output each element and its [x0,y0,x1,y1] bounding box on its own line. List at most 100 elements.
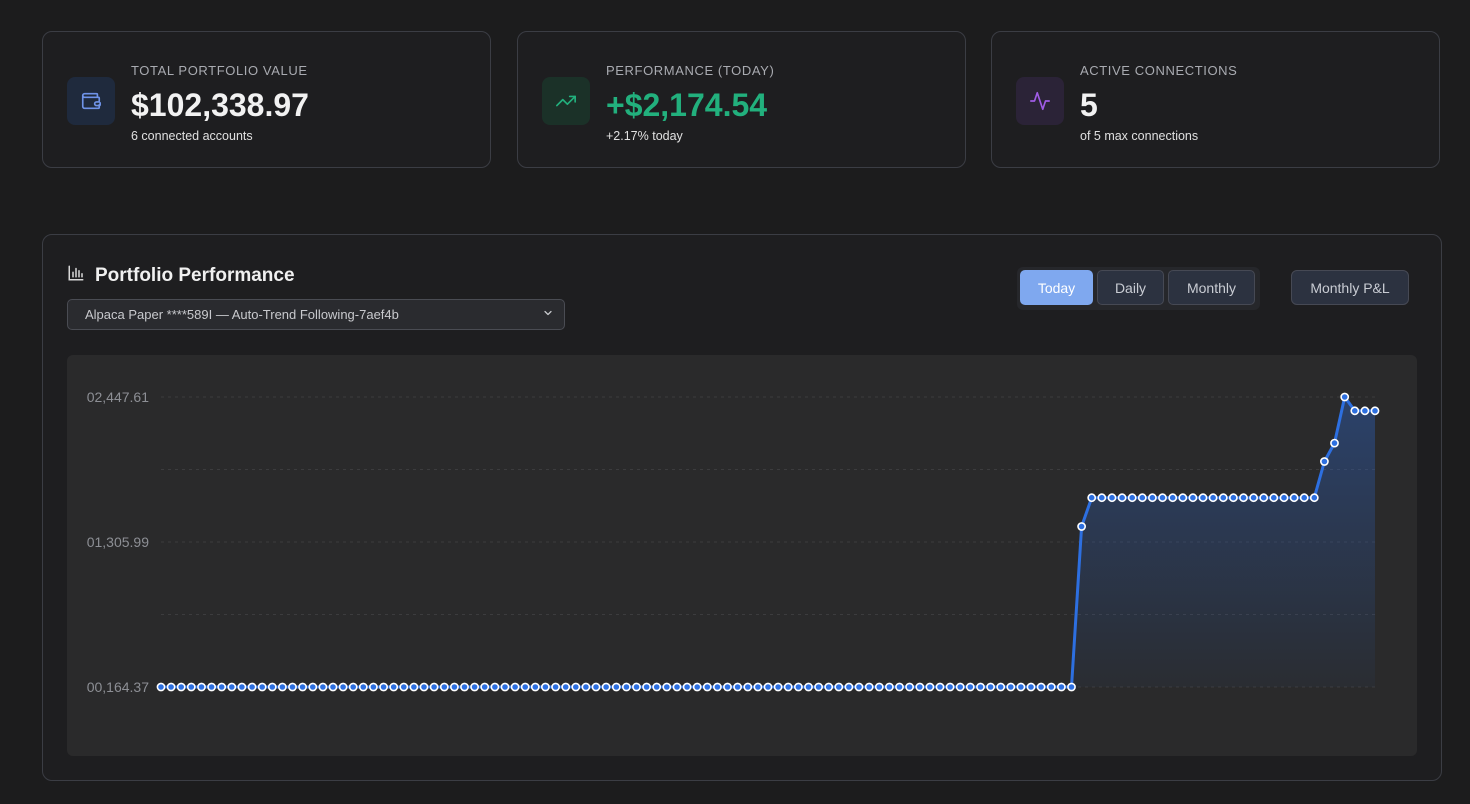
chart-data-point[interactable] [530,682,540,692]
chart-data-point[interactable] [1279,493,1289,503]
chart-data-point[interactable] [1269,493,1279,503]
chart-data-point[interactable] [1360,406,1370,416]
chart-data-point[interactable] [176,682,186,692]
chart-data-point[interactable] [318,682,328,692]
chart-data-point[interactable] [1127,493,1137,503]
chart-data-point[interactable] [470,682,479,692]
chart-data-point[interactable] [520,682,530,692]
chart-data-point[interactable] [601,682,611,692]
chart-data-point[interactable] [652,682,662,692]
chart-data-point[interactable] [986,682,995,692]
chart-data-point[interactable] [207,682,216,692]
chart-data-point[interactable] [510,682,520,692]
chart-data-point[interactable] [480,682,490,692]
chart-data-point[interactable] [1289,493,1299,503]
chart-data-point[interactable] [1016,682,1026,692]
chart-data-point[interactable] [642,682,651,692]
chart-data-point[interactable] [1168,493,1178,503]
chart-data-point[interactable] [895,682,904,692]
chart-data-point[interactable] [490,682,500,692]
chart-data-point[interactable] [1370,406,1380,416]
chart-data-point[interactable] [197,682,206,692]
chart-data-point[interactable] [1299,493,1309,503]
range-daily-button[interactable]: Daily [1097,270,1164,305]
chart-data-point[interactable] [217,682,227,692]
chart-data-point[interactable] [1350,406,1360,416]
chart-data-point[interactable] [1087,493,1097,503]
chart-data-point[interactable] [702,682,712,692]
chart-data-point[interactable] [1330,438,1339,448]
chart-data-point[interactable] [267,682,277,692]
chart-data-point[interactable] [419,682,429,692]
chart-data-point[interactable] [1117,493,1127,503]
chart-data-point[interactable] [773,682,783,692]
chart-data-point[interactable] [460,682,469,692]
chart-data-point[interactable] [1259,493,1269,503]
chart-data-point[interactable] [925,682,935,692]
chart-data-point[interactable] [672,682,682,692]
chart-data-point[interactable] [1137,493,1147,503]
chart-data-point[interactable] [1309,493,1319,503]
chart-data-point[interactable] [945,682,955,692]
chart-data-point[interactable] [389,682,399,692]
chart-data-point[interactable] [1320,457,1329,466]
monthly-pl-button[interactable]: Monthly P&L [1291,270,1409,305]
chart-data-point[interactable] [156,682,166,692]
chart-data-point[interactable] [591,682,601,692]
chart-data-point[interactable] [622,682,631,692]
chart-data-point[interactable] [723,682,732,692]
chart-data-point[interactable] [753,682,763,692]
chart-data-point[interactable] [794,682,803,692]
chart-data-point[interactable] [449,682,459,692]
range-today-button[interactable]: Today [1020,270,1093,305]
chart-data-point[interactable] [763,682,773,692]
chart-data-point[interactable] [733,682,742,692]
chart-data-point[interactable] [1239,493,1248,503]
chart-data-point[interactable] [955,682,965,692]
chart-data-point[interactable] [996,682,1006,692]
chart-data-point[interactable] [409,682,419,692]
chart-data-point[interactable] [358,682,368,692]
chart-data-point[interactable] [965,682,975,692]
chart-data-point[interactable] [976,682,985,692]
chart-data-point[interactable] [713,682,722,692]
chart-data-point[interactable] [328,682,338,692]
chart-data-point[interactable] [682,682,692,692]
chart-data-point[interactable] [186,682,196,692]
chart-data-point[interactable] [874,682,884,692]
chart-data-point[interactable] [1097,493,1107,503]
chart-data-point[interactable] [915,682,925,692]
chart-data-point[interactable] [439,682,449,692]
chart-data-point[interactable] [237,682,247,692]
chart-data-point[interactable] [834,682,844,692]
chart-data-point[interactable] [1148,493,1157,503]
chart-data-point[interactable] [611,682,621,692]
chart-data-point[interactable] [399,682,409,692]
chart-data-point[interactable] [885,682,894,692]
chart-data-point[interactable] [1036,682,1046,692]
chart-data-point[interactable] [540,682,550,692]
chart-data-point[interactable] [561,682,571,692]
chart-data-point[interactable] [429,682,439,692]
chart-data-point[interactable] [571,682,581,692]
chart-data-point[interactable] [1340,392,1350,402]
chart-data-point[interactable] [1046,682,1056,692]
chart-data-point[interactable] [308,682,318,692]
chart-data-point[interactable] [581,682,591,692]
chart-data-point[interactable] [379,682,388,692]
chart-data-point[interactable] [551,682,560,692]
chart-data-point[interactable] [277,682,287,692]
chart-data-point[interactable] [1158,493,1167,503]
chart-data-point[interactable] [935,682,945,692]
chart-data-point[interactable] [368,682,378,692]
chart-data-point[interactable] [348,682,358,692]
chart-data-point[interactable] [1208,493,1218,503]
chart-data-point[interactable] [1198,493,1208,503]
chart-data-point[interactable] [783,682,793,692]
chart-data-point[interactable] [1077,522,1086,531]
chart-data-point[interactable] [288,682,297,692]
chart-data-point[interactable] [1249,493,1258,503]
chart-data-point[interactable] [1026,682,1036,692]
chart-data-point[interactable] [632,682,641,692]
chart-data-point[interactable] [743,682,753,692]
